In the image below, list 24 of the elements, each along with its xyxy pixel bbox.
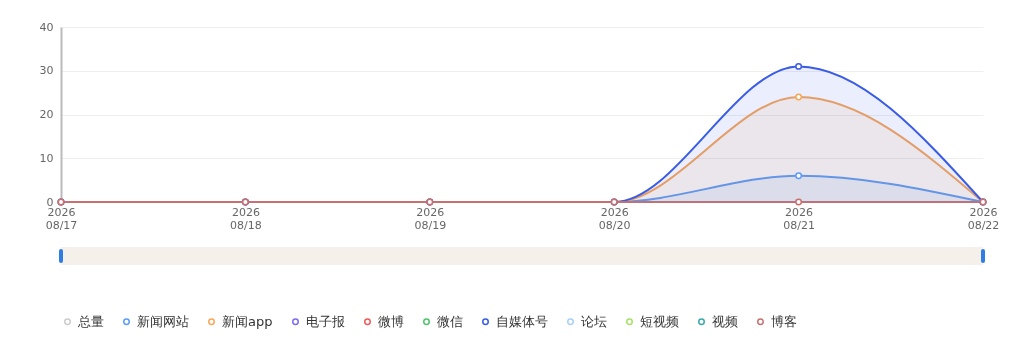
legend-label: 新闻app xyxy=(222,313,273,329)
legend-label: 短视频 xyxy=(640,313,679,329)
legend-label: 新闻网站 xyxy=(137,313,189,329)
legend-label: 视频 xyxy=(712,313,738,329)
x-tick-label: 2026 08/18 xyxy=(230,205,262,232)
x-tick-label: 2026 08/21 xyxy=(783,205,815,232)
point xyxy=(795,93,803,101)
y-tick-label: 10 xyxy=(39,151,54,165)
x-tick-label: 2026 08/19 xyxy=(414,205,447,232)
y-tick-label: 40 xyxy=(39,20,54,34)
legend-label: 微博 xyxy=(378,313,404,329)
legend-label: 电子报 xyxy=(306,313,345,329)
legend-label: 论坛 xyxy=(581,313,607,329)
legend-label: 博客 xyxy=(771,313,797,329)
point xyxy=(795,172,803,180)
legend-label: 自媒体号 xyxy=(496,313,548,329)
x-tick-label: 2026 08/22 xyxy=(967,205,1000,232)
y-tick-label: 30 xyxy=(39,64,54,78)
point xyxy=(795,62,803,70)
x-tick-label: 2026 08/20 xyxy=(598,205,631,232)
legend-label: 总量 xyxy=(77,313,104,329)
point xyxy=(795,198,803,206)
legend-label: 微信 xyxy=(437,313,463,329)
y-tick-label: 20 xyxy=(39,108,54,121)
